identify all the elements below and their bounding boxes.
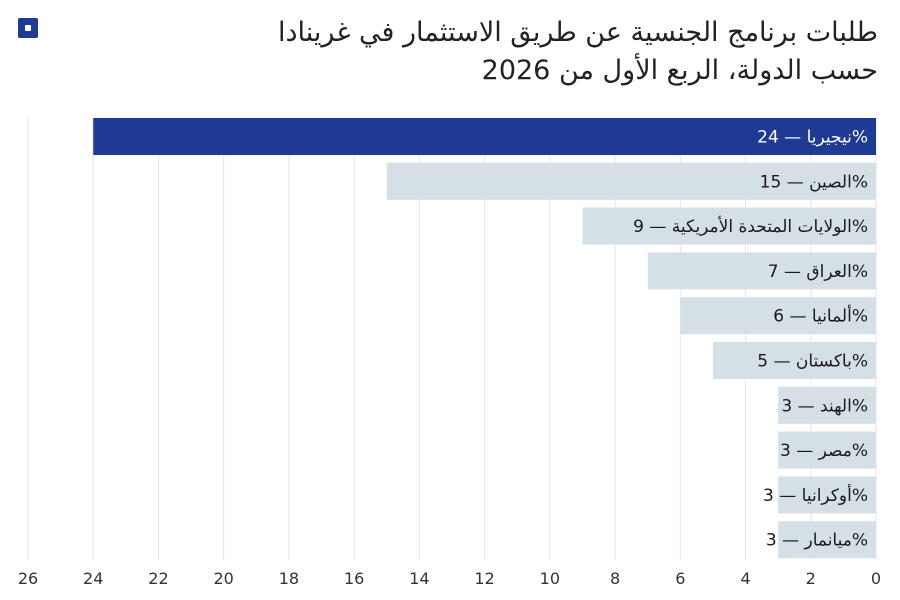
bar bbox=[778, 476, 876, 514]
bar bbox=[778, 386, 876, 424]
x-tick-label: 6 bbox=[675, 569, 685, 588]
x-tick-label: 22 bbox=[148, 569, 168, 588]
x-tick-label: 26 bbox=[18, 569, 38, 588]
bar bbox=[680, 297, 876, 335]
bar-label: العراق — 7% bbox=[768, 262, 868, 282]
x-tick-label: 18 bbox=[279, 569, 299, 588]
bar bbox=[647, 252, 876, 290]
x-tick-label: 16 bbox=[344, 569, 364, 588]
bar-label: أوكرانيا — 3% bbox=[763, 484, 868, 506]
bar-label: ميانمار — 3% bbox=[766, 531, 868, 551]
chart-title: طلبات برنامج الجنسية عن طريق الاستثمار ف… bbox=[178, 14, 878, 90]
chart-title-line1: طلبات برنامج الجنسية عن طريق الاستثمار ف… bbox=[278, 17, 878, 48]
x-tick-label: 0 bbox=[871, 569, 881, 588]
x-tick-label: 14 bbox=[409, 569, 429, 588]
bar-label: ألمانيا — 6% bbox=[773, 305, 868, 327]
chart-subtitle: حسب الدولة، الربع الأول من 2026 bbox=[481, 55, 878, 86]
bar-label: باكستان — 5% bbox=[757, 352, 868, 372]
x-tick-label: 8 bbox=[610, 569, 620, 588]
x-tick-label: 20 bbox=[214, 569, 234, 588]
bar bbox=[778, 431, 876, 469]
bars: نيجيريا — 24% الصين — 15% الولايات المتحدة… bbox=[93, 118, 876, 559]
bar-label: نيجيريا — 24% bbox=[757, 128, 868, 148]
bar bbox=[582, 207, 876, 245]
bar-label: الهند — 3% bbox=[781, 396, 868, 416]
x-tick-label: 2 bbox=[806, 569, 816, 588]
bar bbox=[778, 521, 876, 559]
bar bbox=[386, 162, 876, 200]
x-tick-label: 4 bbox=[740, 569, 750, 588]
bar bbox=[93, 118, 876, 155]
x-tick-label: 24 bbox=[83, 569, 103, 588]
bar bbox=[712, 342, 876, 379]
x-tick-label: 12 bbox=[474, 569, 494, 588]
bar-label: الولايات المتحدة الأمريكية — 9% bbox=[633, 216, 868, 237]
bar-label: مصر — 3% bbox=[780, 441, 868, 461]
bar-label: الصين — 15% bbox=[760, 172, 868, 192]
x-tick-label: 10 bbox=[540, 569, 560, 588]
logo-icon bbox=[18, 18, 38, 38]
